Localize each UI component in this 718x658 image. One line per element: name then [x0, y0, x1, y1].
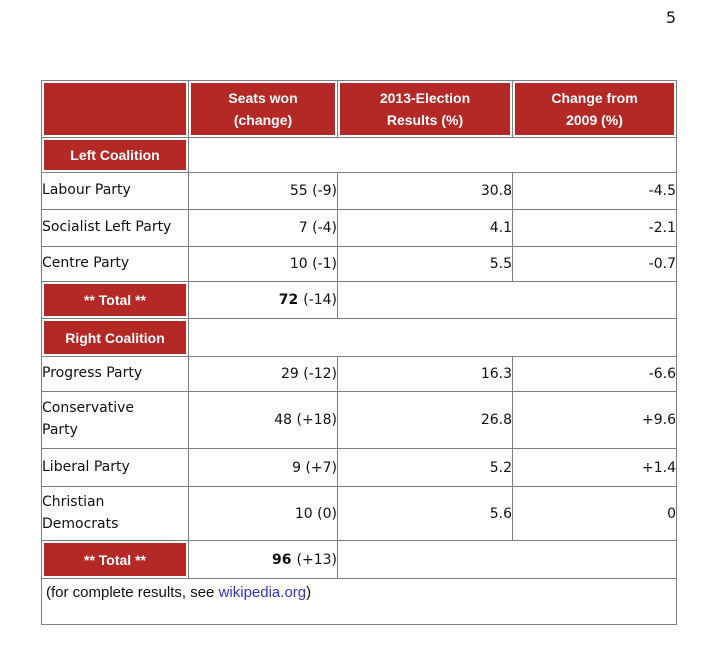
- seats-cell: 48 (+18): [188, 391, 338, 449]
- result-cell: 5.5: [337, 246, 513, 282]
- page-number: 5: [665, 8, 676, 27]
- party-name-cell: Progress Party: [41, 356, 189, 392]
- section-row-right-coalition: Right Coalition: [41, 318, 677, 357]
- section-row-left-coalition: Left Coalition: [41, 137, 677, 173]
- left-coalition-label: Left Coalition: [41, 137, 189, 173]
- seats-cell: 9 (+7): [188, 448, 338, 487]
- party-row-liberal: Liberal Party 9 (+7) 5.2 +1.4: [41, 448, 677, 487]
- total-label: ** Total **: [41, 281, 189, 319]
- right-coalition-empty-cell: [188, 318, 677, 357]
- seats-cell: 10 (0): [188, 486, 338, 541]
- seats-cell: 10 (-1): [188, 246, 338, 282]
- result-cell: 16.3: [337, 356, 513, 392]
- footer-note-suffix: ): [306, 584, 312, 601]
- change-cell: +1.4: [512, 448, 677, 487]
- result-cell: 30.8: [337, 172, 513, 210]
- party-row-labour: Labour Party 55 (-9) 30.8 -4.5: [41, 172, 677, 210]
- total-seats-value: 72: [278, 292, 299, 308]
- result-cell: 4.1: [337, 209, 513, 247]
- header-results-line2: Results (%): [386, 112, 464, 128]
- footer-row: (for complete results, see wikipedia.org…: [41, 578, 677, 625]
- result-cell: 26.8: [337, 391, 513, 449]
- result-cell: 5.2: [337, 448, 513, 487]
- party-name-text: Conservative Party: [42, 400, 135, 438]
- seats-cell: 55 (-9): [188, 172, 338, 210]
- table-header-row: Seats won (change) 2013-Election Results (…: [41, 80, 677, 138]
- change-cell: -0.7: [512, 246, 677, 282]
- header-change-line2: 2009 (%): [566, 112, 623, 128]
- header-seats-won-cell: Seats won (change): [188, 80, 338, 138]
- total-row-right-coalition: ** Total ** 96 (+13): [41, 540, 677, 579]
- party-row-christian-democrats: Christian Democrats 10 (0) 5.6 0: [41, 486, 677, 541]
- party-row-conservative: Conservative Party 48 (+18) 26.8 +9.6: [41, 391, 677, 449]
- total-seats-cell: 96 (+13): [188, 540, 338, 579]
- right-coalition-label: Right Coalition: [41, 318, 189, 357]
- total-seats-cell: 72 (-14): [188, 281, 338, 319]
- total-empty-cell: [337, 540, 677, 579]
- wikipedia-link[interactable]: wikipedia.org: [218, 584, 307, 601]
- total-seats-change: (+13): [296, 551, 337, 568]
- header-change-line1: Change from: [551, 89, 638, 106]
- total-seats-change: (-14): [303, 292, 337, 308]
- result-cell: 5.6: [337, 486, 513, 541]
- change-cell: -6.6: [512, 356, 677, 392]
- party-name-cell: Socialist Left Party: [41, 209, 189, 247]
- header-party-cell: [41, 80, 189, 138]
- footer-note-prefix: (for complete results, see: [46, 584, 219, 601]
- footer-note-cell: (for complete results, see wikipedia.org…: [41, 578, 677, 625]
- party-name-cell: Christian Democrats: [41, 486, 189, 541]
- party-row-centre: Centre Party 10 (-1) 5.5 -0.7: [41, 246, 677, 282]
- seats-cell: 7 (-4): [188, 209, 338, 247]
- change-cell: +9.6: [512, 391, 677, 449]
- left-coalition-empty-cell: [188, 137, 677, 173]
- seats-cell: 29 (-12): [188, 356, 338, 392]
- party-row-progress: Progress Party 29 (-12) 16.3 -6.6: [41, 356, 677, 392]
- party-name-cell: Centre Party: [41, 246, 189, 282]
- header-change-cell: Change from 2009 (%): [512, 80, 677, 138]
- total-empty-cell: [337, 281, 677, 319]
- party-name-cell: Conservative Party: [41, 391, 189, 449]
- header-seats-line2: (change): [233, 112, 293, 128]
- party-name-cell: Labour Party: [41, 172, 189, 210]
- change-cell: -2.1: [512, 209, 677, 247]
- change-cell: 0: [512, 486, 677, 541]
- change-cell: -4.5: [512, 172, 677, 210]
- header-results-line1: 2013-Election: [379, 89, 471, 106]
- total-label: ** Total **: [41, 540, 189, 579]
- header-seats-line1: Seats won: [228, 89, 298, 106]
- election-results-table: Seats won (change) 2013-Election Results (…: [41, 80, 677, 625]
- party-row-socialist-left: Socialist Left Party 7 (-4) 4.1 -2.1: [41, 209, 677, 247]
- total-row-left-coalition: ** Total ** 72 (-14): [41, 281, 677, 319]
- total-seats-value: 96: [272, 551, 292, 568]
- party-name-cell: Liberal Party: [41, 448, 189, 487]
- header-election-results-cell: 2013-Election Results (%): [337, 80, 513, 138]
- party-name-text: Christian Democrats: [42, 493, 119, 532]
